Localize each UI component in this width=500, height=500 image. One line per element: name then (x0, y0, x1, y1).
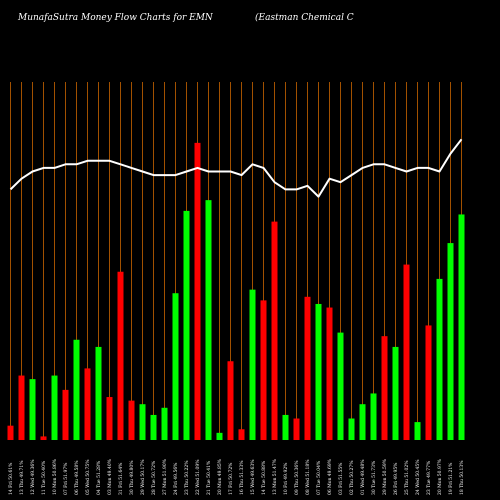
bar (84, 368, 91, 440)
x-tick-label: 14 Tue 50.88% (261, 460, 267, 495)
x-tick-label: 15 Wed 49.63% (250, 459, 256, 495)
bar (315, 303, 322, 440)
x-tick-label: 06 Mon 49.69% (327, 458, 333, 495)
bar (436, 278, 443, 440)
x-tick-label: 20 Mon 49.85% (217, 458, 223, 495)
bar (359, 404, 366, 440)
bar (447, 243, 454, 440)
x-tick-label: 30 Thu 49.80% (129, 460, 135, 495)
bar (326, 307, 333, 440)
bar (139, 404, 146, 440)
x-tick-label: 24 Fri 49.56% (173, 462, 179, 495)
bar (293, 418, 300, 440)
bar (249, 289, 256, 440)
x-tick-label: 20 Mon 50.97% (437, 458, 443, 495)
bar (161, 407, 168, 440)
x-tick-labels: 14 Fri 50.61% 13 Thu 49.71% 12 Wed 49.36% 1… (8, 458, 465, 495)
bar (29, 379, 36, 440)
x-tick-label: 04 Tue 51.28% (96, 460, 102, 495)
x-tick-label: 03 Fri 51.55% (338, 462, 344, 495)
bar (216, 432, 223, 440)
bar (95, 346, 102, 440)
bar (150, 414, 157, 440)
bar (227, 361, 234, 440)
x-tick-label: 28 Tue 50.72% (151, 460, 157, 495)
bar (414, 422, 421, 440)
bar (403, 264, 410, 440)
x-tick-label: 22 Wed 51.09% (195, 459, 201, 495)
x-tick-label: 26 Fri 49.95% (393, 462, 399, 495)
x-tick-label: 29 Mon 50.59% (382, 458, 388, 495)
bar (205, 200, 212, 440)
bar (62, 389, 69, 440)
x-tick-label: 06 Thu 49.58% (74, 460, 80, 495)
x-tick-label: 27 Mon 51.90% (162, 458, 168, 495)
bar (271, 221, 278, 440)
x-tick-label: 30 Tue 51.73% (371, 460, 377, 495)
x-tick-label: 10 Fri 49.92% (283, 462, 289, 495)
bar (172, 293, 179, 440)
bar (73, 339, 80, 440)
x-tick-label: 03 Mon 49.40% (107, 458, 113, 495)
x-tick-label: 29 Wed 50.17% (140, 459, 146, 495)
bar (304, 296, 311, 440)
x-tick-label: 07 Fri 51.97% (63, 462, 69, 495)
x-tick-label: 17 Fri 50.72% (228, 462, 234, 495)
x-tick-label: 14 Fri 50.61% (8, 462, 14, 495)
bar (7, 425, 14, 440)
bar (370, 393, 377, 440)
bar (128, 400, 135, 440)
x-tick-label: 16 Thu 51.33% (239, 460, 245, 495)
line-series (9, 138, 463, 198)
bar (337, 332, 344, 440)
bar (18, 375, 25, 440)
bar-series (7, 142, 465, 441)
bar (194, 142, 201, 441)
x-tick-label: 02 Thu 50.27% (349, 460, 355, 495)
bar (183, 210, 190, 440)
chart-title: MunafaSutra Money Flow Charts for EMN (17, 13, 214, 23)
x-tick-label: 31 Fri 51.64% (118, 462, 124, 495)
x-tick-label: 11 Tue 50.40% (41, 460, 47, 495)
x-tick-label: 18 Thu 50.13% (459, 460, 465, 495)
x-tick-label: 01 Wed 49.48% (360, 459, 366, 495)
bar (392, 346, 399, 440)
bar (425, 325, 432, 440)
x-tick-label: 25 Thu 51.02% (404, 460, 410, 495)
x-tick-label: 09 Thu 50.36% (294, 460, 300, 495)
line-path (9, 138, 463, 198)
x-tick-label: 13 Mon 51.47% (272, 458, 278, 495)
bar (40, 436, 47, 440)
bar (238, 429, 245, 440)
bar (106, 397, 113, 440)
x-tick-label: 23 Thu 50.22% (184, 460, 190, 495)
x-tick-label: 08 Wed 51.18% (305, 459, 311, 495)
x-tick-label: 19 Fri 51.21% (448, 462, 454, 495)
x-tick-label: 24 Wed 50.45% (415, 459, 421, 495)
bar (348, 418, 355, 440)
chart-subtitle: (Eastman Chemical C (255, 12, 354, 23)
bar (260, 300, 267, 440)
x-tick-label: 07 Tue 50.04% (316, 460, 322, 495)
bar (51, 375, 58, 440)
x-tick-label: 12 Wed 49.36% (30, 459, 36, 495)
bar (381, 336, 388, 440)
bar (458, 214, 465, 440)
x-tick-label: 05 Wed 50.75% (85, 459, 91, 495)
x-tick-label: 21 Tue 50.41% (206, 460, 212, 495)
x-tick-label: 23 Tue 49.77% (426, 460, 432, 495)
bar (282, 414, 289, 440)
x-tick-label: 13 Thu 49.71% (19, 460, 25, 495)
x-tick-label: 10 Mon 50.86% (52, 458, 58, 495)
bar (117, 271, 124, 440)
